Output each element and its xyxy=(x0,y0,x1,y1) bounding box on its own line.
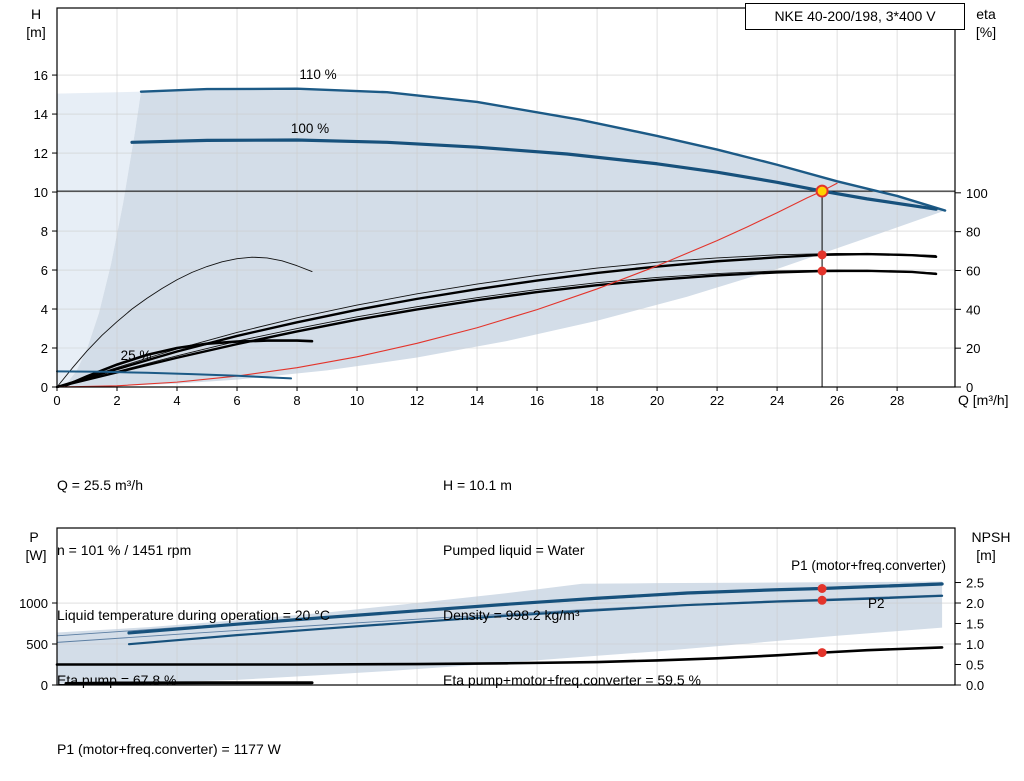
x-tick-label: 18 xyxy=(590,393,604,408)
y-tick-label: 500 xyxy=(26,637,48,652)
ann-density: Density = 998.2 kg/m³ xyxy=(443,606,580,623)
operating-data-right: H = 10.1 m Pumped liquid = Water Density… xyxy=(443,432,701,734)
chart-label: P2 xyxy=(868,596,885,611)
power-envelope xyxy=(57,581,943,684)
p1-point xyxy=(817,584,827,594)
eta-total-point xyxy=(817,266,827,276)
ann-flow: Q = 25.5 m³/h xyxy=(57,477,143,494)
x-tick-label: 20 xyxy=(650,393,664,408)
y2-tick-label: 100 xyxy=(966,186,988,201)
x-tick-label: 8 xyxy=(293,393,300,408)
eta-pump-reduced-speed xyxy=(56,256,313,388)
y2-tick-label: 2.0 xyxy=(966,596,984,611)
chart-label: Q [m³/h] xyxy=(958,392,1009,408)
chart-label: P1 (motor+freq.converter) xyxy=(791,558,946,573)
operating-data-left: Q = 25.5 m³/h n = 101 % / 1451 rpm Liqui… xyxy=(57,432,330,734)
x-tick-label: 6 xyxy=(233,393,240,408)
y-tick-label: 0 xyxy=(41,678,48,693)
y-tick-label: 10 xyxy=(34,185,48,200)
npsh-curve xyxy=(55,646,944,666)
y-tick-label: 2 xyxy=(41,341,48,356)
y-tick-label: 0 xyxy=(41,380,48,395)
y2-tick-label: 0 xyxy=(966,380,973,395)
power-npsh-chart: 0 500 1000 0.0 0.5 1.0 1.5 2.0 2.5 P [W] NPSH [m] P1 … xyxy=(19,527,1011,693)
head-flow-chart: 0 2 4 6 8 10 12 14 16 18 20 22 24 26 28024681012141602… xyxy=(26,6,1009,408)
power-data: P1 (motor+freq.converter) = 1177 W P2 = … xyxy=(57,696,281,781)
duty-point xyxy=(815,184,829,198)
eta-pump xyxy=(55,252,938,389)
y2-tick-label: 20 xyxy=(966,341,980,356)
p1-curve xyxy=(127,582,944,635)
npsh-point xyxy=(817,648,827,658)
y2-tick-label: 0.0 xyxy=(966,678,984,693)
x-tick-label: 22 xyxy=(710,393,724,408)
x-tick-label: 24 xyxy=(770,393,784,408)
system-curve xyxy=(56,182,838,388)
y-tick-label: 16 xyxy=(34,68,48,83)
chart-label: 110 % xyxy=(299,67,336,82)
x-tick-label: 14 xyxy=(470,393,484,408)
plot-border xyxy=(56,7,956,388)
x-tick-label: 2 xyxy=(113,393,120,408)
eta-pump-point xyxy=(817,250,827,260)
y-tick-label: 6 xyxy=(41,263,48,278)
y2-tick-label: 0.5 xyxy=(966,658,984,673)
chart-label: [W] xyxy=(26,547,47,563)
ann-pumped-liquid: Pumped liquid = Water xyxy=(443,541,585,558)
x-tick-label: 10 xyxy=(350,393,364,408)
x-tick-label: 12 xyxy=(410,393,424,408)
p2-point xyxy=(817,595,827,605)
chart-label: [m] xyxy=(976,547,995,563)
x-tick-label: 0 xyxy=(53,393,60,408)
y2-tick-label: 80 xyxy=(966,225,980,240)
y2-tick-label: 60 xyxy=(966,263,980,278)
y-tick-label: 8 xyxy=(41,224,48,239)
eta-pump-motor-freq xyxy=(55,269,938,389)
y2-tick-label: 2.5 xyxy=(966,576,984,591)
y-tick-label: 4 xyxy=(41,302,48,317)
ann-p1: P1 (motor+freq.converter) = 1177 W xyxy=(57,741,281,758)
curve-25pct-aux xyxy=(64,339,314,387)
p2-25pct-segment xyxy=(64,681,314,686)
x-tick-label: 16 xyxy=(530,393,544,408)
ann-eta-total: Eta pump+motor+freq.converter = 59.5 % xyxy=(443,671,701,688)
chart-label: [m] xyxy=(26,24,45,40)
x-tick-label: 28 xyxy=(890,393,904,408)
operating-envelope xyxy=(64,88,946,387)
chart-label: 100 % xyxy=(291,121,329,136)
plot-border xyxy=(56,527,956,686)
speed-110pct xyxy=(139,87,947,212)
chart-label: NPSH xyxy=(972,529,1011,545)
ann-head: H = 10.1 m xyxy=(443,477,512,494)
y2-tick-label: 1.0 xyxy=(966,637,984,652)
ann-eta-pump: Eta pump = 67.8 % xyxy=(57,671,177,688)
y-tick-label: 1000 xyxy=(19,596,48,611)
y-tick-label: 14 xyxy=(34,107,48,122)
pump-model-title: NKE 40-200/198, 3*400 V xyxy=(745,3,965,30)
eta-pump-thin xyxy=(56,253,937,388)
low-flow-region xyxy=(57,91,142,387)
chart-label: H xyxy=(31,6,41,22)
chart-label: P xyxy=(29,529,38,545)
y2-tick-label: 1.5 xyxy=(966,617,984,632)
speed-100pct xyxy=(130,138,938,211)
chart-label: 25 % xyxy=(121,348,152,363)
speed-25pct xyxy=(56,370,293,380)
p2-curve xyxy=(127,594,944,646)
ann-liquid-temp: Liquid temperature during operation = 20… xyxy=(57,606,330,623)
chart-label: [%] xyxy=(976,24,996,40)
chart-label: eta xyxy=(976,6,996,22)
x-tick-label: 4 xyxy=(173,393,180,408)
y2-tick-label: 40 xyxy=(966,302,980,317)
x-tick-label: 26 xyxy=(830,393,844,408)
ann-speed: n = 101 % / 1451 rpm xyxy=(57,541,192,558)
y-tick-label: 12 xyxy=(34,146,48,161)
